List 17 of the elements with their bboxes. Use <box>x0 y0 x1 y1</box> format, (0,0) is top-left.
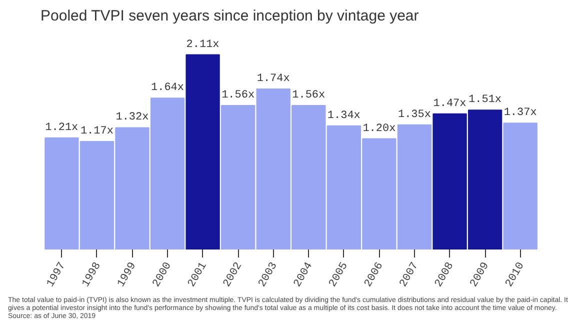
data-label: 1.35x <box>398 108 432 121</box>
data-label: 1.37x <box>504 107 538 120</box>
data-label: 1.32x <box>116 112 150 124</box>
data-label: 1.34x <box>327 110 361 122</box>
bar <box>503 122 538 250</box>
data-label: 2.11x <box>186 38 220 51</box>
data-label: 1.56x <box>292 90 326 102</box>
data-label: 1.20x <box>362 122 396 135</box>
data-label: 1.17x <box>80 126 114 138</box>
data-label: 1.47x <box>433 98 467 110</box>
data-label: 1.56x <box>222 90 255 102</box>
data-label: 1.21x <box>45 122 79 134</box>
data-label: 1.51x <box>468 94 502 106</box>
bar <box>186 54 220 250</box>
chart-title: Pooled TVPI seven years since inception by vintage year <box>40 8 419 24</box>
data-label: 1.74x <box>256 72 290 85</box>
data-label: 1.64x <box>151 82 184 94</box>
